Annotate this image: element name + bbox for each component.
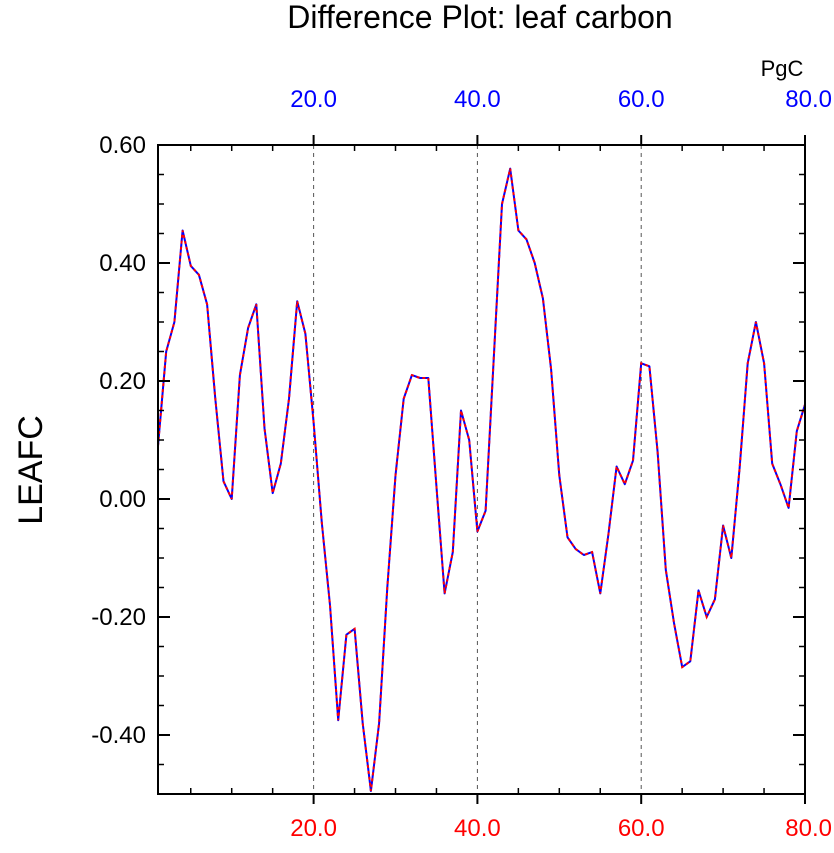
chart-title: Difference Plot: leaf carbon xyxy=(287,0,672,35)
tick-labels: 0.60 0.40 0.20 0.00 -0.20 -0.40 20.0 20.0 40.0 40… xyxy=(91,86,832,842)
grid-lines xyxy=(313,145,642,794)
axis-ticks xyxy=(158,135,806,804)
y-tick-label-0: 0.60 xyxy=(99,132,146,159)
x-tick-label-top-3: 80.0 xyxy=(785,86,832,113)
series-line-dashed xyxy=(157,168,806,792)
y-tick-label-4: -0.20 xyxy=(91,604,146,631)
x-tick-label-bottom-2: 60.0 xyxy=(618,815,665,842)
units-label: PgC xyxy=(761,56,804,81)
x-tick-label-bottom-1: 40.0 xyxy=(454,815,501,842)
series-lines xyxy=(157,167,806,792)
plot-frame xyxy=(157,144,806,795)
x-tick-label-top-2: 60.0 xyxy=(618,86,665,113)
x-tick-label-top-1: 40.0 xyxy=(454,86,501,113)
series-line-solid xyxy=(157,167,806,792)
x-tick-label-bottom-0: 20.0 xyxy=(290,815,337,842)
y-tick-label-2: 0.20 xyxy=(99,368,146,395)
x-tick-label-top-0: 20.0 xyxy=(290,86,337,113)
y-tick-label-3: 0.00 xyxy=(99,486,146,513)
y-tick-label-1: 0.40 xyxy=(99,250,146,277)
x-tick-label-bottom-3: 80.0 xyxy=(785,815,832,842)
y-axis-label: LEAFC xyxy=(12,415,50,525)
y-tick-label-5: -0.40 xyxy=(91,722,146,749)
